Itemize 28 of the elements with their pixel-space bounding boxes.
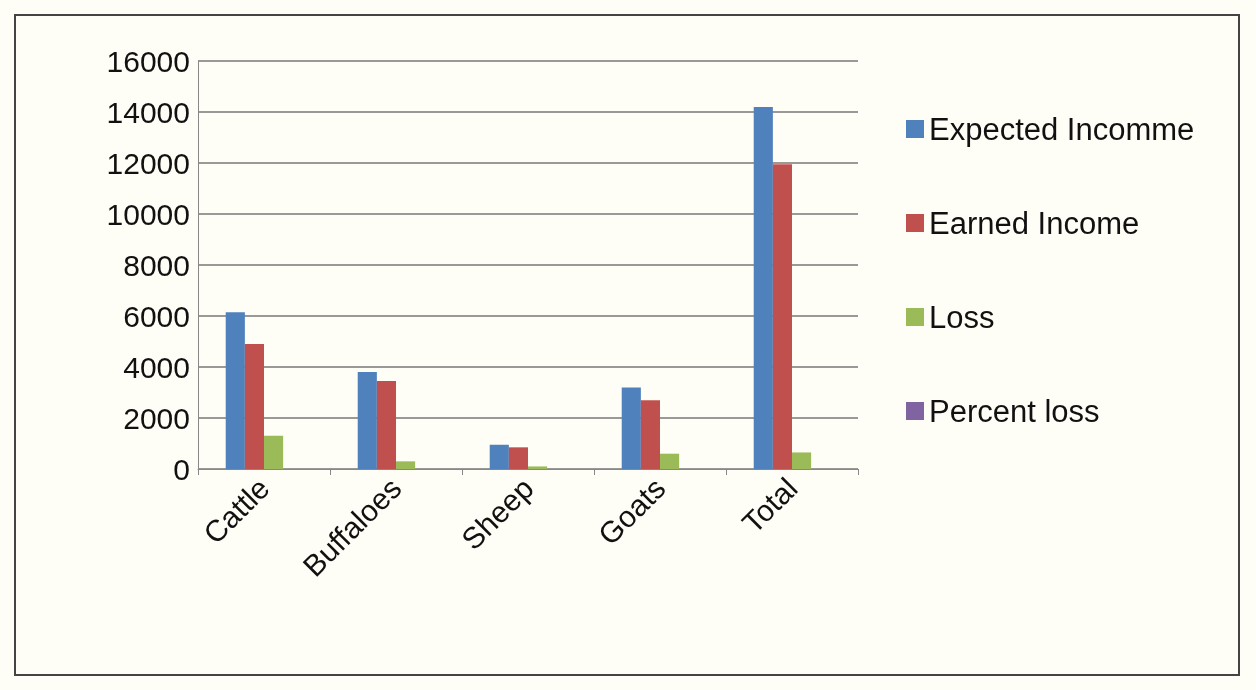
- bar: [244, 344, 264, 469]
- bar: [772, 164, 792, 469]
- bar: [508, 447, 528, 469]
- y-tick-label: 16000: [106, 44, 190, 78]
- bar: [528, 466, 548, 469]
- y-tick-label: 4000: [123, 350, 190, 384]
- bar: [621, 387, 641, 469]
- bar: [357, 372, 377, 469]
- y-tick-label: 8000: [123, 248, 190, 282]
- y-tick-label: 14000: [106, 95, 190, 129]
- legend-label: Earned Income: [929, 205, 1140, 241]
- legend-label: Loss: [929, 299, 995, 335]
- legend-label: Expected Incomme: [929, 111, 1195, 147]
- y-tick-label: 12000: [106, 146, 190, 180]
- bar: [753, 106, 773, 469]
- bar: [396, 461, 416, 469]
- bar: [489, 444, 509, 469]
- legend-label: Percent loss: [929, 393, 1100, 429]
- bar: [792, 452, 812, 469]
- y-tick-label: 10000: [106, 197, 190, 231]
- y-tick-label: 0: [173, 452, 190, 486]
- y-tick-label: 2000: [123, 401, 190, 435]
- bar: [660, 453, 680, 469]
- bar: [264, 435, 284, 469]
- bar: [225, 312, 245, 469]
- bar: [376, 381, 396, 469]
- bar: [640, 400, 660, 469]
- y-tick-label: 6000: [123, 299, 190, 333]
